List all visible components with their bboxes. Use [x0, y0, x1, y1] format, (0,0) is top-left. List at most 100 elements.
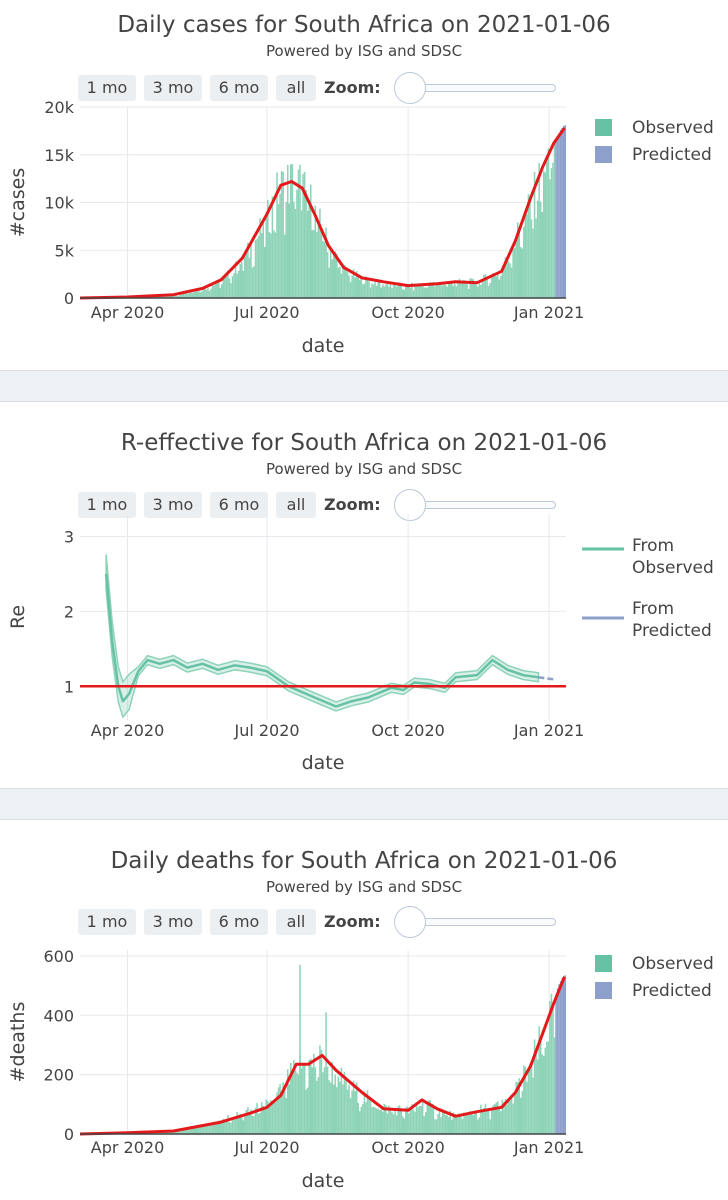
range-6mo-button[interactable]: 6 mo	[210, 909, 268, 935]
observed-bar	[159, 295, 162, 298]
observed-bar	[418, 1105, 421, 1134]
legend-label-observed[interactable]: Observed	[632, 118, 714, 138]
observed-bar	[409, 287, 412, 298]
range-all-button[interactable]: all	[276, 909, 316, 935]
range-1mo-button[interactable]: 1 mo	[78, 909, 136, 935]
zoom-slider-track[interactable]	[408, 84, 556, 92]
x-tick-label: Jan 2021	[513, 721, 584, 740]
observed-bar	[254, 240, 257, 298]
observed-bar	[394, 283, 396, 298]
observed-bar	[204, 288, 206, 298]
observed-bar	[377, 1108, 379, 1134]
observed-bar	[484, 274, 487, 298]
zoom-slider-handle[interactable]	[394, 906, 426, 938]
observed-bar	[155, 1131, 157, 1134]
observed-bar	[520, 1097, 522, 1134]
observed-bar	[181, 293, 183, 298]
observed-bar	[224, 1119, 226, 1134]
observed-bar	[349, 1097, 352, 1134]
legend-label-from-observed-2[interactable]: Observed	[632, 558, 714, 578]
range-3mo-button[interactable]: 3 mo	[144, 75, 202, 101]
range-6mo-button[interactable]: 6 mo	[210, 492, 268, 518]
observed-bar	[110, 297, 113, 298]
observed-bar	[332, 1084, 335, 1134]
observed-bar	[132, 1132, 134, 1134]
observed-bar	[398, 1105, 401, 1134]
observed-bar	[216, 1122, 218, 1134]
x-tick-label: Apr 2020	[91, 1138, 164, 1157]
observed-bar	[541, 211, 544, 298]
observed-bar	[486, 1111, 488, 1134]
observed-bar	[452, 285, 455, 298]
range-6mo-button[interactable]: 6 mo	[210, 75, 268, 101]
observed-bar	[449, 1110, 452, 1134]
predicted-bar	[562, 126, 565, 298]
observed-bar	[244, 1114, 246, 1134]
observed-bar	[334, 1074, 337, 1134]
observed-bar	[412, 1109, 415, 1134]
observed-bar	[385, 1105, 387, 1134]
range-3mo-button[interactable]: 3 mo	[144, 492, 202, 518]
observed-bar	[148, 1131, 151, 1134]
y-tick-label: 5k	[55, 241, 75, 260]
legend-label-observed[interactable]: Observed	[632, 954, 714, 974]
observed-bar	[227, 1115, 229, 1134]
legend-label-from-observed[interactable]: From	[632, 536, 674, 556]
observed-bar	[211, 285, 214, 298]
range-1mo-button[interactable]: 1 mo	[78, 75, 136, 101]
zoom-slider-track[interactable]	[408, 501, 556, 509]
observed-bar	[553, 143, 556, 298]
observed-bar	[196, 291, 199, 298]
observed-bar	[357, 1103, 360, 1134]
observed-bar	[119, 297, 122, 298]
x-tick-label: Jul 2020	[233, 1138, 299, 1157]
observed-bar	[283, 234, 286, 298]
range-1mo-button[interactable]: 1 mo	[78, 492, 136, 518]
observed-bar	[492, 1104, 494, 1134]
observed-bar	[113, 1133, 116, 1134]
observed-bar	[523, 226, 525, 298]
observed-bar	[129, 297, 131, 298]
observed-bar	[380, 287, 383, 298]
observed-bar	[239, 263, 241, 298]
predicted-bar	[555, 994, 557, 1134]
observed-bar	[260, 233, 263, 298]
observed-bar	[161, 295, 163, 298]
observed-bar	[233, 273, 235, 298]
observed-bar	[478, 283, 481, 298]
observed-bar	[245, 1110, 248, 1134]
zoom-slider-track[interactable]	[408, 918, 556, 926]
legend-label-predicted[interactable]: Predicted	[632, 145, 712, 165]
zoom-label: Zoom:	[324, 78, 381, 97]
observed-bar	[288, 1084, 291, 1134]
legend-label-from-predicted[interactable]: From	[632, 599, 674, 619]
observed-bar	[435, 1119, 438, 1134]
observed-bar	[523, 1065, 525, 1134]
legend-label-predicted[interactable]: Predicted	[632, 981, 712, 1001]
range-all-button[interactable]: all	[276, 75, 316, 101]
observed-bar	[184, 1128, 186, 1134]
observed-bar	[145, 296, 148, 298]
observed-bar	[274, 232, 277, 298]
observed-bar	[313, 1053, 315, 1134]
range-3mo-button[interactable]: 3 mo	[144, 909, 202, 935]
observed-bar	[156, 1131, 159, 1134]
zoom-slider-handle[interactable]	[394, 489, 426, 521]
observed-bar	[388, 1105, 390, 1134]
observed-bar	[512, 249, 514, 298]
observed-bar	[98, 1133, 100, 1134]
observed-bar	[294, 208, 297, 298]
observed-bar	[493, 275, 496, 298]
range-all-button[interactable]: all	[276, 492, 316, 518]
observed-bar	[127, 297, 130, 298]
observed-bar	[346, 1089, 349, 1134]
observed-bar	[474, 1110, 476, 1134]
chart-legend: Observed Predicted	[595, 118, 714, 165]
observed-bar	[383, 286, 386, 298]
zoom-slider-handle[interactable]	[394, 72, 426, 104]
predicted-bar	[562, 976, 565, 1134]
legend-label-from-predicted-2[interactable]: Predicted	[632, 621, 712, 641]
observed-bar	[225, 1120, 228, 1134]
observed-bar	[286, 1069, 289, 1134]
observed-bar	[518, 1078, 521, 1134]
